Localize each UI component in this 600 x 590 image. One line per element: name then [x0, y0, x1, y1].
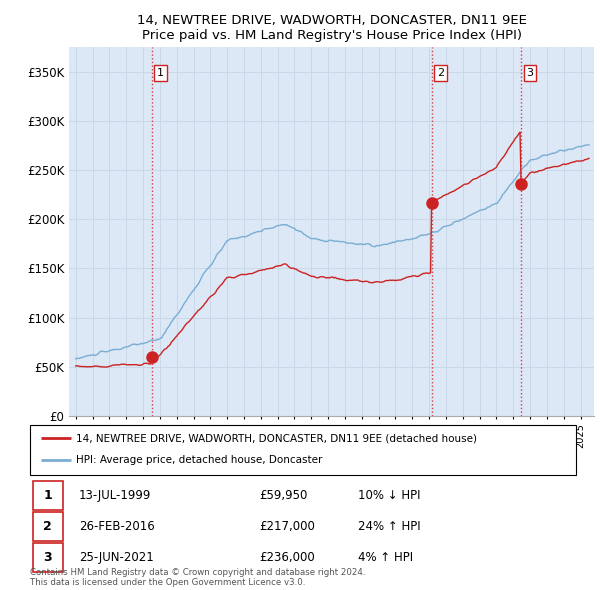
- Text: £236,000: £236,000: [259, 551, 315, 564]
- FancyBboxPatch shape: [33, 512, 63, 541]
- FancyBboxPatch shape: [30, 425, 576, 475]
- Text: 2: 2: [43, 520, 52, 533]
- Text: 1: 1: [43, 489, 52, 502]
- Text: HPI: Average price, detached house, Doncaster: HPI: Average price, detached house, Donc…: [76, 455, 323, 466]
- Text: 13-JUL-1999: 13-JUL-1999: [79, 489, 152, 502]
- Text: 1: 1: [157, 68, 164, 78]
- Text: 4% ↑ HPI: 4% ↑ HPI: [358, 551, 413, 564]
- Text: Contains HM Land Registry data © Crown copyright and database right 2024.
This d: Contains HM Land Registry data © Crown c…: [30, 568, 365, 587]
- Title: 14, NEWTREE DRIVE, WADWORTH, DONCASTER, DN11 9EE
Price paid vs. HM Land Registry: 14, NEWTREE DRIVE, WADWORTH, DONCASTER, …: [137, 14, 526, 42]
- Text: 3: 3: [43, 551, 52, 564]
- Text: £59,950: £59,950: [259, 489, 308, 502]
- Text: 3: 3: [526, 68, 533, 78]
- Text: 2: 2: [437, 68, 444, 78]
- Text: 24% ↑ HPI: 24% ↑ HPI: [358, 520, 420, 533]
- Text: 14, NEWTREE DRIVE, WADWORTH, DONCASTER, DN11 9EE (detached house): 14, NEWTREE DRIVE, WADWORTH, DONCASTER, …: [76, 433, 478, 443]
- Text: 25-JUN-2021: 25-JUN-2021: [79, 551, 154, 564]
- Text: 26-FEB-2016: 26-FEB-2016: [79, 520, 155, 533]
- Text: £217,000: £217,000: [259, 520, 315, 533]
- Text: 10% ↓ HPI: 10% ↓ HPI: [358, 489, 420, 502]
- FancyBboxPatch shape: [33, 543, 63, 572]
- FancyBboxPatch shape: [33, 481, 63, 510]
